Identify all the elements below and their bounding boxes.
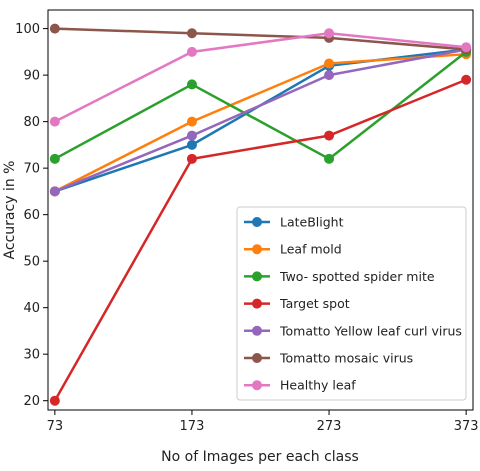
y-tick-label: 90 [23, 69, 40, 84]
x-axis: 73 173 273 373 [47, 410, 479, 434]
x-axis-title: No of Images per each class [161, 449, 359, 465]
series-layer [49, 23, 472, 406]
data-point [49, 23, 60, 34]
legend-swatch-marker [252, 380, 262, 391]
data-point [49, 116, 60, 127]
legend-swatch-marker [252, 244, 262, 255]
data-point [186, 28, 197, 39]
y-tick-label: 100 [15, 22, 40, 37]
y-tick-label: 60 [23, 208, 40, 223]
series-line [53, 78, 467, 402]
data-point [186, 79, 197, 90]
legend-item-tomatto-mosaic-virus: Tomatto mosaic virus [244, 351, 413, 366]
legend-label: Leaf mold [280, 242, 342, 257]
plot-frame [47, 9, 474, 411]
legend-swatch-marker [252, 353, 262, 363]
legend-swatch-marker [252, 271, 262, 282]
data-point [49, 153, 60, 164]
series-line [54, 48, 467, 193]
y-tick-label: 50 [23, 255, 40, 270]
legend-label: Healthy leaf [280, 378, 356, 393]
legend-item-target-spot: Target spot [244, 296, 350, 311]
y-tick-label: 20 [23, 394, 40, 409]
x-tick-label: 373 [454, 419, 479, 434]
y-tick-label: 40 [23, 301, 40, 316]
data-point [186, 139, 197, 150]
data-point [49, 395, 60, 406]
legend-item-leaf-mold: Leaf mold [244, 242, 342, 257]
legend-item-two-spotted-spider-mite: Two- spotted spider mite [244, 269, 435, 284]
legend-swatch-marker [252, 298, 262, 309]
x-tick-label: 73 [47, 419, 64, 434]
legend-item-healthy-leaf: Healthy leaf [244, 378, 356, 393]
data-point [186, 46, 197, 57]
data-point [324, 153, 335, 164]
series-target-spot [49, 74, 472, 406]
data-point [186, 116, 197, 127]
y-tick-label: 70 [23, 162, 40, 177]
legend-item-lateblight: LateBlight [244, 215, 344, 230]
x-tick-label: 173 [180, 419, 205, 434]
legend-item-tomatto-yellow-leaf-curl-virus: Tomatto Yellow leaf curl virus [244, 323, 462, 338]
legend-label: Tomatto mosaic virus [279, 351, 413, 366]
legend-label: Target spot [279, 296, 350, 311]
data-point [49, 186, 60, 197]
data-point [324, 58, 335, 69]
legend-swatch-marker [252, 217, 262, 227]
legend-label: Tomatto Yellow leaf curl virus [279, 323, 462, 338]
legend-swatch-marker [252, 325, 262, 336]
series-line [54, 32, 467, 123]
y-tick-label: 30 [23, 348, 40, 363]
data-point [461, 74, 472, 85]
series-line [54, 52, 467, 193]
legend-box [236, 206, 467, 401]
y-axis-title: Accuracy in % [2, 161, 18, 260]
data-point [324, 130, 335, 141]
data-point [324, 28, 335, 39]
data-point [324, 70, 335, 81]
series-line [54, 27, 467, 51]
x-tick-label: 273 [317, 419, 342, 434]
legend-label: LateBlight [280, 215, 344, 230]
legend-label: Two- spotted spider mite [279, 269, 435, 284]
data-point [461, 42, 472, 53]
data-point [186, 153, 197, 164]
legend: LateBlight Leaf mold Two- spotted spider m… [236, 206, 467, 401]
series-line [54, 50, 467, 161]
y-axis: 20 30 40 50 60 70 80 90 100 [15, 22, 48, 409]
series-healthy-leaf [49, 28, 472, 127]
data-point [186, 130, 197, 141]
y-tick-label: 80 [23, 115, 40, 130]
series-tomatto-mosaic-virus [49, 23, 472, 55]
